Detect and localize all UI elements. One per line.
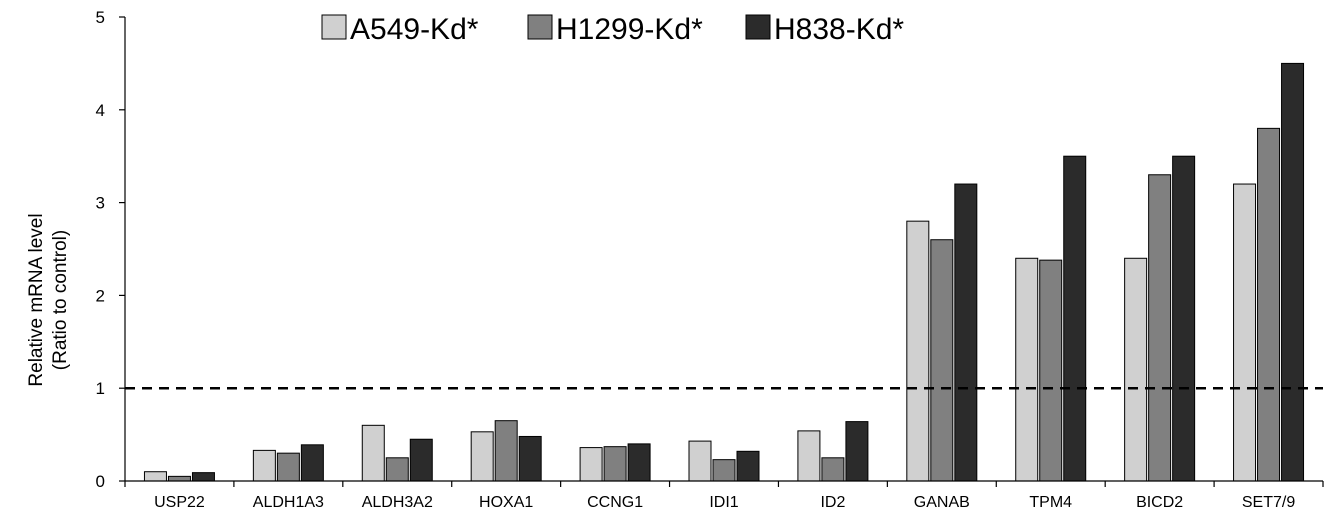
- bar: [603, 446, 627, 482]
- bar: [688, 440, 712, 482]
- y-tick-label: 2: [96, 286, 105, 305]
- legend-label: H1299-Kd*: [556, 13, 703, 46]
- category-label: ALDH3A2: [362, 494, 433, 511]
- category-label: CCNG1: [587, 494, 643, 511]
- bar: [143, 471, 167, 482]
- bar: [1039, 259, 1063, 482]
- legend-swatch: [745, 14, 771, 40]
- bars: [143, 62, 1305, 482]
- category-label: IDI1: [709, 494, 738, 511]
- legend-swatch: [321, 14, 347, 40]
- bar: [1257, 127, 1281, 482]
- category-label: TPM4: [1029, 494, 1072, 511]
- bar: [845, 421, 869, 482]
- category-label: SET7/9: [1242, 494, 1295, 511]
- bar: [361, 424, 385, 482]
- bar: [1124, 257, 1148, 482]
- bar: [1233, 183, 1257, 482]
- bar: [252, 449, 276, 482]
- bar: [494, 420, 518, 482]
- bar: [954, 183, 978, 482]
- legend-label: H838-Kd*: [774, 13, 904, 46]
- bar: [797, 430, 821, 482]
- bar: [300, 444, 324, 482]
- bar: [276, 452, 300, 482]
- y-axis: 0 1 2 3 4 5: [96, 8, 126, 491]
- bar: [627, 443, 651, 482]
- bar: [906, 220, 930, 482]
- y-tick-label: 0: [96, 472, 105, 491]
- y-axis-title: Relative mRNA level (Ratio to control): [26, 213, 71, 386]
- bar: [385, 457, 409, 482]
- y-axis-title-line1: Relative mRNA level: [26, 213, 47, 386]
- bar: [1172, 155, 1196, 482]
- y-tick-label: 3: [96, 194, 105, 213]
- legend: A549-Kd* H1299-Kd* H838-Kd*: [321, 13, 904, 46]
- category-label: ALDH1A3: [253, 494, 324, 511]
- legend-swatch: [527, 14, 553, 40]
- bar: [930, 239, 954, 482]
- bar: [191, 472, 215, 482]
- bar: [409, 438, 433, 482]
- category-label: ID2: [820, 494, 845, 511]
- bar: [167, 475, 191, 482]
- bar: [518, 435, 542, 482]
- bar: [821, 457, 845, 482]
- bar: [1063, 155, 1087, 482]
- y-tick-label: 5: [96, 8, 105, 27]
- x-axis: USP22 ALDH1A3 ALDH3A2 HOXA1 CCNG1 IDI1 ID2 GANA…: [124, 480, 1324, 511]
- category-label: HOXA1: [479, 494, 533, 511]
- category-label: BICD2: [1136, 494, 1183, 511]
- y-tick-label: 1: [96, 379, 105, 398]
- bar: [1015, 257, 1039, 482]
- bar: [712, 459, 736, 482]
- category-label: USP22: [154, 494, 205, 511]
- y-axis-title-line2: (Ratio to control): [50, 230, 71, 370]
- bar: [579, 447, 603, 482]
- bar: [1148, 174, 1172, 482]
- bar: [736, 450, 760, 482]
- legend-label: A549-Kd*: [350, 13, 479, 46]
- category-label: GANAB: [914, 494, 970, 511]
- y-tick-label: 4: [96, 101, 105, 120]
- bar: [470, 431, 494, 482]
- bar: [1281, 62, 1305, 482]
